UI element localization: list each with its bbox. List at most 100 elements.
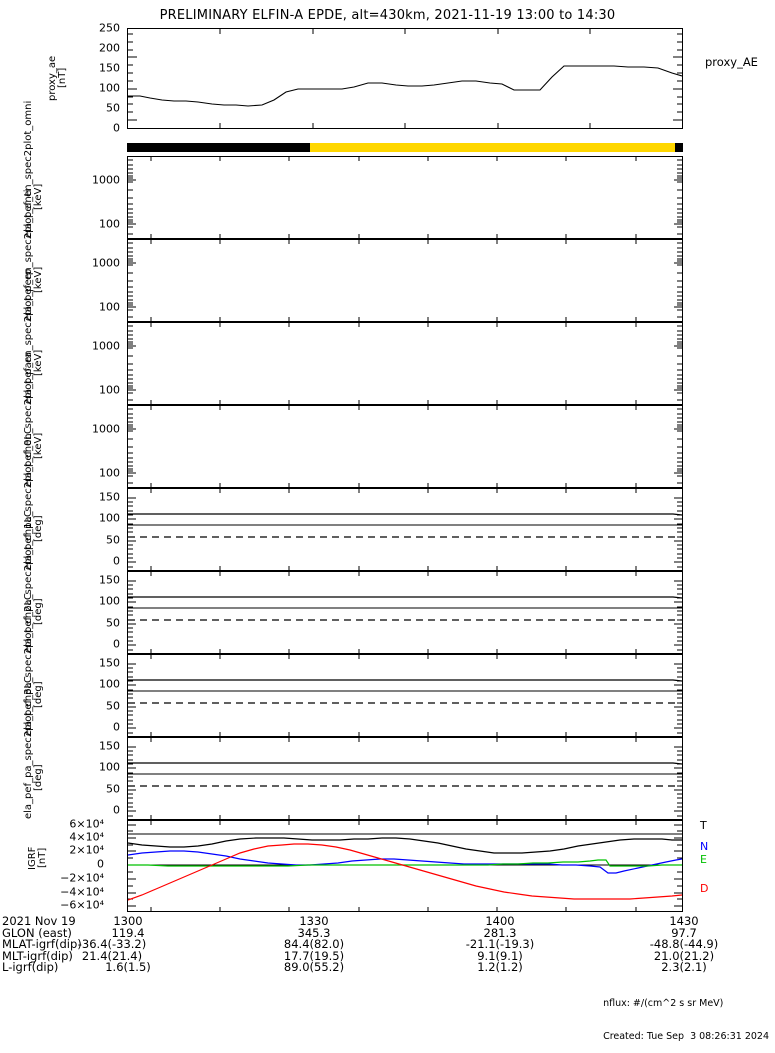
cell: 2.3(2.1) <box>661 960 707 975</box>
cell: 97.7 <box>671 925 697 940</box>
cell: 21.0(21.2) <box>653 948 715 963</box>
panel-pa-ch3lc-yticks: 150 100 50 0 <box>74 737 120 819</box>
cell: -48.8(-44.9) <box>649 937 719 952</box>
ytick: 50 <box>106 101 120 115</box>
ytick: 1000 <box>92 339 120 353</box>
en-omni-spectrogram <box>128 157 682 238</box>
ytick: 100 <box>99 466 120 480</box>
cell: 1330 <box>299 914 329 928</box>
igrf-plot <box>128 821 682 911</box>
panel-pa-ch1lc-yticks: 150 100 50 0 <box>74 571 120 653</box>
ytick: 250 <box>99 21 120 35</box>
ytick: 150 <box>99 739 120 753</box>
footer: nflux: #/(cm^2 s sr MeV) Created: Tue Se… <box>603 976 769 1053</box>
ytick: 50 <box>106 699 120 713</box>
table-row: MLAT-igrf(dip) -36.4(-33.2) 84.4(82.0) -… <box>0 939 775 951</box>
ytick: −6×10⁴ <box>60 898 104 912</box>
ytick: 100 <box>99 677 120 691</box>
ytick: 100 <box>99 81 120 95</box>
ytick: 100 <box>99 217 120 231</box>
ytick: 0 <box>113 554 120 568</box>
proxy-ae-trace <box>128 65 682 107</box>
cell: -21.1(-19.3) <box>465 937 535 952</box>
proxy-ae-plot <box>128 29 682 128</box>
status-segment-yellow <box>310 143 675 152</box>
ytick: 0 <box>113 121 120 135</box>
panel-pa-ch2lc-yticks: 150 100 50 0 <box>74 654 120 736</box>
igrf-legend-T: T <box>700 819 707 832</box>
pa-ch1lc-plot <box>128 572 682 653</box>
panel-en-para <box>127 405 683 488</box>
ytick: 1000 <box>92 256 120 270</box>
panel-en-perp <box>127 322 683 405</box>
panel-en-omni <box>127 156 683 239</box>
panel-pa-ch1lc <box>127 571 683 654</box>
pa-ch2lc-plot <box>128 655 682 736</box>
footer-line-2: Created: Tue Sep 3 08:26:31 2024 <box>603 1031 769 1042</box>
igrf-trace-E <box>128 859 682 867</box>
panel-en-perp-yticks: 1000 100 <box>74 322 120 404</box>
row-label: L-igrf(dip) <box>2 960 59 975</box>
ytick: 150 <box>99 490 120 504</box>
page-title: PRELIMINARY ELFIN-A EPDE, alt=430km, 202… <box>159 8 616 23</box>
cell: 1.6(1.5) <box>105 960 151 975</box>
panel-igrf-yticks: 6×10⁴ 4×10⁴ 2×10⁴ 0 −2×10⁴ −4×10⁴ −6×10⁴ <box>58 818 104 912</box>
ytick: 50 <box>106 533 120 547</box>
en-perp-spectrogram <box>128 323 682 404</box>
table-row: MLT-igrf(dip) 21.4(21.4) 17.7(19.5) 9.1(… <box>0 948 775 963</box>
panel-proxy-ae-ylabel-holder: proxy_ae [nT] <box>47 28 70 128</box>
panel-proxy-ae-ylabel: proxy_ae [nT] <box>47 55 69 101</box>
ephemeris-table: 2021 Nov 19 1300 1330 1400 1430 GLON (ea… <box>0 914 775 974</box>
igrf-legend-N: N <box>700 840 709 853</box>
cell: 1.2(1.2) <box>477 960 523 975</box>
row-label: MLAT-igrf(dip) <box>2 937 82 952</box>
panel-proxy-ae <box>127 28 683 129</box>
panel-proxy-ae-yticks: 250 200 150 100 50 0 <box>74 22 120 135</box>
row-label: GLON (east) <box>2 925 72 940</box>
status-segment-black-2 <box>674 143 683 152</box>
panel-pa-ch0lc <box>127 488 683 571</box>
en-anti-spectrogram <box>128 240 682 321</box>
table-row: L-igrf(dip) 1.6(1.5) 89.0(55.2) 1.2(1.2)… <box>0 962 775 974</box>
igrf-legend-E: E <box>700 853 707 866</box>
panel-pa-ch2lc <box>127 654 683 737</box>
panel-pa-ch3lc <box>127 737 683 820</box>
panel-pa-ch0lc-yticks: 150 100 50 0 <box>74 488 120 570</box>
panel-pa-ch3lc-ylabel: ela_pef_pa_spec2plot_ch3LC [deg] <box>23 675 45 819</box>
ytick: 1000 <box>92 422 120 436</box>
pa-ch3lc-plot <box>128 738 682 819</box>
pa-ch0lc-plot <box>128 489 682 570</box>
igrf-legend-D: D <box>700 882 709 895</box>
igrf-trace-N <box>128 850 682 874</box>
cell: 89.0(55.2) <box>283 960 345 975</box>
cell: -36.4(-33.2) <box>77 937 147 952</box>
en-para-spectrogram <box>128 406 682 487</box>
ytick: 150 <box>99 656 120 670</box>
ytick: 0 <box>113 803 120 817</box>
cell: 17.7(19.5) <box>283 948 345 963</box>
status-bar <box>127 143 683 152</box>
table-row: GLON (east) 119.4 345.3 281.3 97.7 <box>0 925 775 940</box>
panel-en-para-yticks: 1000 100 <box>74 405 120 487</box>
ytick: 100 <box>99 594 120 608</box>
ytick: 0 <box>113 637 120 651</box>
ytick: 1000 <box>92 173 120 187</box>
panel-igrf <box>127 820 683 912</box>
cell: 119.4 <box>111 925 145 940</box>
ytick: 50 <box>106 782 120 796</box>
cell: 21.4(21.4) <box>81 948 143 963</box>
ytick: 100 <box>99 511 120 525</box>
panel-en-anti <box>127 239 683 322</box>
status-segment-black-1 <box>127 143 311 152</box>
ytick: 50 <box>106 616 120 630</box>
igrf-trace-T <box>128 837 682 854</box>
ytick: −2×10⁴ <box>60 871 104 885</box>
ytick: 4×10⁴ <box>69 830 104 844</box>
ytick: 100 <box>99 760 120 774</box>
panel-en-anti-yticks: 1000 100 <box>74 239 120 321</box>
panel-en-omni-yticks: 1000 100 <box>74 156 120 238</box>
ytick: 150 <box>99 573 120 587</box>
cell: 1400 <box>485 914 515 928</box>
cell: 281.3 <box>483 925 517 940</box>
igrf-trace-D <box>128 843 682 901</box>
